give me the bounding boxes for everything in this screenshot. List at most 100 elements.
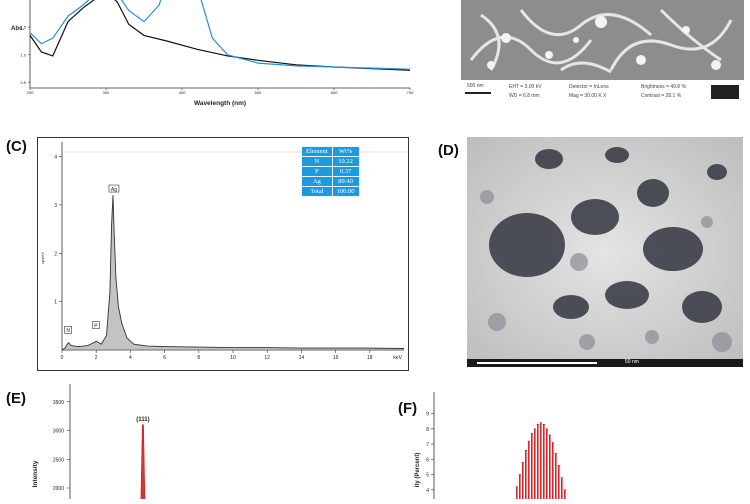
- x-tick-label: 400: [179, 90, 186, 95]
- tem-particles: [467, 137, 743, 367]
- histogram-bar: [546, 428, 548, 499]
- x-axis-label: keV: [393, 355, 402, 361]
- panel-label-c: (C): [6, 138, 27, 155]
- histogram-bar: [534, 428, 536, 499]
- edx-cell: P: [301, 166, 333, 177]
- histogram-bar: [528, 441, 530, 499]
- sem-image: 500 nm EHT = 3.00 kV WD = 6.8 mm Detecto…: [461, 0, 744, 106]
- edx-table-row: Ag 89.40: [301, 176, 360, 187]
- edx-cell: N: [301, 156, 333, 167]
- x-axis-label: Wavelength (nm): [194, 100, 246, 107]
- y-axis-label: cps/eV: [40, 252, 45, 265]
- sem-texture: [461, 0, 744, 106]
- panel-label-e: (E): [6, 390, 26, 407]
- edx-header-element: Element: [301, 146, 333, 157]
- sem-meta-2: WD = 6.8 mm: [509, 93, 540, 99]
- peak-label: (111): [136, 417, 149, 423]
- x-tick-label: 14: [299, 355, 305, 361]
- histogram-bar: [564, 489, 566, 499]
- panel-e: 15002000250030003500Intensity(111)(200): [20, 384, 350, 504]
- y-tick-label: 8: [426, 427, 429, 433]
- sem-meta-4: Mag = 30.00 K X: [569, 93, 607, 99]
- series-line-0: [29, 0, 411, 71]
- histogram-bar: [519, 474, 521, 499]
- histogram-bar: [522, 462, 524, 499]
- x-tick-label: 500: [255, 90, 262, 95]
- peak-label-box: [64, 325, 72, 334]
- edx-cell: 89.40: [331, 176, 360, 187]
- edx-table: Element Wt% N 10.22 P 0.37 Ag 89.40 Tota…: [301, 146, 360, 197]
- sem-meta-1: EHT = 3.00 kV: [509, 84, 542, 90]
- sem-meta-6: Contrast = 28.1 %: [641, 93, 682, 99]
- edx-cell: Ag: [301, 176, 333, 187]
- tem-image: 50 nm: [467, 137, 743, 367]
- x-tick-label: 4: [129, 355, 132, 361]
- y-axis-label: Abs.: [11, 26, 24, 32]
- histogram-bar: [540, 422, 542, 499]
- edx-cell: 0.37: [331, 166, 360, 177]
- edx-cell: 10.22: [331, 156, 360, 167]
- peak-label: N: [66, 328, 70, 334]
- x-tick-label: 0: [61, 355, 64, 361]
- y-tick-label: 3000: [53, 429, 64, 435]
- panel-label-d: (D): [438, 142, 459, 159]
- peak-label: P: [94, 323, 98, 329]
- y-tick-label: 2000: [53, 486, 64, 492]
- y-tick-label: 7: [426, 442, 429, 448]
- histogram-bar: [552, 442, 554, 499]
- spectrum-line: [61, 195, 405, 351]
- edx-table-row: N 10.22: [301, 156, 360, 167]
- panel-f: 4 5 6 7 8 9 ity (Percent): [410, 392, 750, 499]
- histogram-bar: [537, 424, 539, 499]
- sem-meta-3: Detector = InLens: [569, 84, 609, 90]
- x-tick-label: 600: [331, 90, 338, 95]
- peak-label-box: [92, 321, 100, 329]
- sem-scale-label: 500 nm: [467, 83, 484, 89]
- x-tick-label: 6: [163, 355, 166, 361]
- y-tick-label: 1.5: [20, 25, 26, 30]
- y-tick-label: 4: [426, 488, 429, 494]
- x-tick-label: 8: [197, 355, 200, 361]
- y-tick-label: 5: [426, 473, 429, 479]
- peak-label: Ag: [111, 187, 117, 193]
- y-axis-label: ity (Percent): [415, 453, 421, 488]
- y-axis-label: Intensity: [32, 460, 39, 487]
- histogram-bar: [525, 450, 527, 499]
- sem-meta-5: Brightness = 49.8 %: [641, 84, 686, 90]
- y-tick-label: 4: [54, 155, 57, 161]
- x-tick-label: 18: [367, 355, 373, 361]
- y-tick-label: 0.5: [20, 80, 26, 85]
- histogram-bar: [558, 465, 560, 499]
- edx-frame: 0 2 4 6 8 10 12 14 16 18 keV 1 2 3 4 cps/eV N P Ag Element…: [37, 137, 409, 371]
- x-tick-label: 700: [407, 90, 414, 95]
- x-tick-label: 10: [230, 355, 236, 361]
- panel-a: 200 300 400 500 600 700 0.5 1.0 1.5 Abs. Wavelengt…: [0, 0, 420, 112]
- histogram-bar: [561, 477, 563, 499]
- y-tick-label: 2500: [53, 457, 64, 463]
- histogram-bar: [549, 434, 551, 499]
- tem-scale-label: 50 nm: [625, 359, 639, 365]
- y-tick-label: 1.0: [20, 52, 26, 57]
- edx-cell: Total: [301, 186, 333, 197]
- histogram-bar: [555, 453, 557, 499]
- sem-scale-bar: [465, 92, 491, 94]
- dls-chart: 4 5 6 7 8 9 ity (Percent): [415, 392, 566, 499]
- y-tick-label: 3500: [53, 400, 64, 406]
- y-tick-label: 3: [54, 203, 57, 209]
- xrd-peak-0: [140, 424, 146, 500]
- peak-label-box: [108, 184, 120, 193]
- histogram-bar: [531, 433, 533, 499]
- x-tick-label: 200: [27, 90, 34, 95]
- x-tick-label: 12: [264, 355, 270, 361]
- edx-table-row: Total 100.00: [301, 186, 360, 197]
- x-tick-label: 300: [103, 90, 110, 95]
- panel-label-f: (F): [398, 400, 418, 417]
- y-tick-label: 9: [426, 412, 429, 418]
- series-line-1: [29, 0, 411, 70]
- xrd-chart: 15002000250030003500Intensity(111)(200): [32, 384, 156, 504]
- y-tick-label: 6: [426, 457, 429, 463]
- x-tick-label: 16: [333, 355, 339, 361]
- x-tick-label: 2: [95, 355, 98, 361]
- y-tick-label: 1: [54, 300, 57, 306]
